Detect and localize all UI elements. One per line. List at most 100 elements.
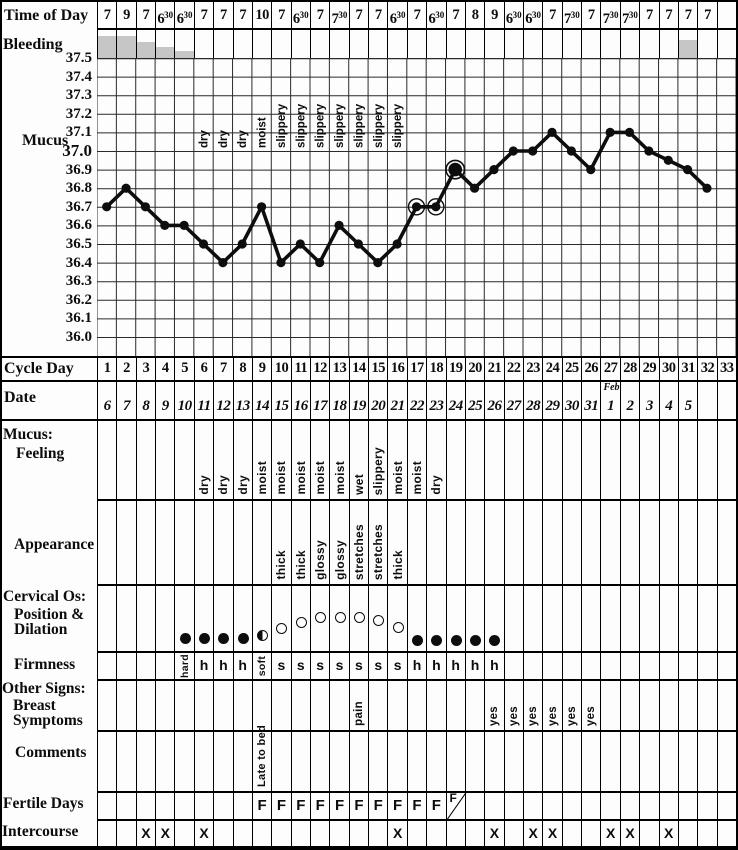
cycle-cell-24: 24	[543, 357, 563, 381]
firm-cell-4	[156, 652, 176, 680]
date-cell-14: 19	[350, 381, 370, 420]
appearance-word: glossy	[332, 540, 347, 580]
inter-cell-29	[640, 820, 660, 848]
cycle-day-value: 19	[448, 360, 463, 376]
cycle-cell-11: 11	[292, 357, 311, 381]
appearance-cell-3	[137, 500, 157, 585]
appearance-cell-8	[234, 500, 253, 585]
firmness-mark: s	[277, 657, 286, 673]
cycle-cell-1: 1	[98, 357, 118, 381]
cycle-cell-23: 23	[524, 357, 544, 381]
row-label-bleeding: Bleeding	[3, 36, 63, 53]
breast-cell-11	[292, 680, 311, 731]
cycle-day-value: 15	[371, 360, 386, 376]
temp-axis-tick: 37.3	[65, 87, 92, 104]
breast-symptom-word: yes	[488, 705, 501, 726]
time-cell-33	[718, 2, 737, 29]
firm-cell-28	[621, 652, 641, 680]
bleeding-bar	[117, 36, 136, 58]
row-label-cycle-day: Cycle Day	[4, 360, 74, 377]
bleed-cell-20	[466, 29, 486, 58]
date-value: 16	[293, 398, 309, 414]
time-cell-24: 7	[543, 2, 563, 29]
position-cell-22	[505, 585, 524, 652]
time-value: 7	[200, 7, 208, 23]
row-label-time-of-day: Time of Day	[4, 7, 89, 24]
date-cell-21: 26	[485, 381, 505, 420]
fertile-cell-31	[679, 792, 699, 820]
time-value: 7	[704, 7, 711, 23]
fertile-cell-30	[660, 792, 679, 820]
cycle-cell-14: 14	[350, 357, 370, 381]
band-cycle: 1 2 3 4 5 6 7 8 9 10 11 12 13 14 15 16 17 18 19 20 21 22 23 24 2…	[97, 357, 737, 381]
appearance-cell-30	[660, 500, 679, 585]
cervical-os-mark-open	[315, 611, 327, 623]
time-cell-11: 630	[292, 2, 311, 29]
date-cell-22: 27	[505, 381, 524, 420]
cycle-day-value: 30	[661, 360, 676, 376]
inter-cell-11	[292, 820, 311, 848]
chart-mucus-word: dry	[237, 130, 249, 149]
feeling-cell-16: moist	[388, 420, 408, 500]
cervical-os-mark-half	[257, 629, 269, 641]
inter-cell-1	[98, 820, 118, 848]
temp-point	[140, 202, 151, 212]
appearance-cell-10: thick	[272, 500, 292, 585]
intercourse-mark: X	[547, 825, 558, 841]
time-value: 630	[505, 10, 522, 27]
time-value-minutes: 30	[512, 10, 522, 20]
time-value: 730	[564, 10, 580, 27]
firm-cell-7: h	[214, 652, 234, 680]
firm-cell-5: hard	[175, 652, 195, 680]
firm-cell-22	[505, 652, 524, 680]
date-value: 17	[313, 398, 328, 414]
temp-point	[566, 146, 577, 156]
time-value: 7	[665, 7, 673, 23]
comments-cell-32	[698, 731, 718, 792]
fertile-cell-10: F	[272, 792, 292, 820]
date-cell-33	[718, 381, 737, 420]
temp-point	[605, 127, 615, 137]
comments-cell-17	[408, 731, 428, 792]
firmness-mark: h	[432, 657, 441, 673]
date-value: 14	[255, 398, 270, 414]
feeling-word: dry	[235, 475, 250, 495]
breast-cell-20	[466, 680, 486, 731]
date-cell-3: 8	[137, 381, 157, 420]
temp-point	[353, 239, 364, 249]
bleed-cell-11	[292, 29, 311, 58]
cycle-cell-15: 15	[369, 357, 389, 381]
bleed-cell-29	[640, 29, 660, 58]
cycle-day-value: 23	[526, 360, 540, 376]
position-cell-29	[640, 585, 660, 652]
comments-cell-30	[660, 731, 679, 792]
time-cell-25: 730	[563, 2, 583, 29]
date-value: 4	[665, 398, 673, 414]
position-cell-27	[601, 585, 621, 652]
temp-point	[295, 239, 305, 249]
position-cell-4	[156, 585, 176, 652]
position-cell-3	[137, 585, 157, 652]
band-appearance: thick thick glossy glossy stretches stretches…	[97, 500, 737, 585]
time-value: 10	[255, 7, 269, 23]
inter-cell-24: X	[543, 820, 563, 848]
inter-cell-10	[272, 820, 292, 848]
comments-cell-26	[582, 731, 602, 792]
feeling-cell-11: moist	[292, 420, 311, 500]
appearance-cell-19	[447, 500, 466, 585]
time-cell-2: 9	[117, 2, 137, 29]
bleed-cell-22	[505, 29, 524, 58]
firm-cell-24	[543, 652, 563, 680]
cervical-os-mark-open	[276, 622, 288, 634]
date-value: 5	[684, 398, 693, 414]
fertile-cell-29	[640, 792, 660, 820]
bleed-cell-1	[98, 29, 118, 58]
time-value: 8	[471, 7, 479, 23]
date-value: 3	[645, 398, 654, 414]
feeling-cell-31	[679, 420, 699, 500]
firm-cell-2	[117, 652, 137, 680]
row-label-feeling: Feeling	[16, 445, 65, 462]
cervical-os-mark-open	[373, 614, 385, 626]
